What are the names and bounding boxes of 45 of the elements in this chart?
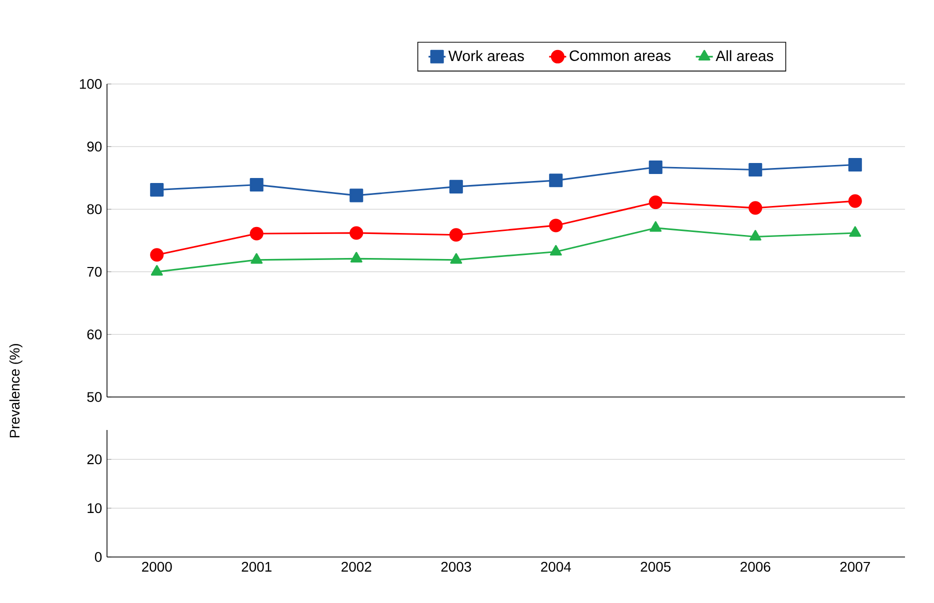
y-tick-label: 70: [87, 266, 102, 277]
point: [648, 160, 662, 174]
legend-label: All areas: [716, 50, 774, 62]
point: [150, 248, 164, 262]
x-tick-label: 2007: [840, 562, 870, 572]
point: [250, 253, 263, 264]
x-tick-label: 2000: [142, 562, 172, 572]
y-tick-label: 80: [87, 204, 102, 214]
point: [150, 183, 164, 197]
x-tick-label: 2006: [740, 562, 770, 572]
x-tick-label: 2002: [342, 562, 372, 572]
point: [549, 174, 563, 188]
point: [350, 226, 364, 240]
point: [648, 196, 662, 210]
point: [449, 180, 463, 194]
point: [650, 221, 662, 232]
point: [550, 244, 562, 256]
y-tick-label: 90: [87, 142, 102, 152]
point: [150, 265, 163, 276]
point: [549, 218, 563, 232]
y-tick-label: 50: [87, 392, 102, 402]
point: [848, 194, 862, 208]
point: [848, 158, 862, 172]
point: [749, 230, 762, 241]
x-tick-label: 2001: [242, 562, 272, 572]
y-tick-label: 10: [88, 503, 102, 514]
point: [748, 162, 762, 177]
x-tick-label: 2003: [441, 562, 472, 572]
point: [849, 226, 862, 237]
y-tick-label: 20: [87, 454, 102, 464]
point: [350, 252, 362, 262]
legend-label: Common areas: [570, 50, 671, 61]
y-axis-title: Prevalence (%): [9, 344, 22, 438]
y-tick-label: 60: [87, 329, 102, 340]
point: [250, 226, 264, 240]
x-tick-label: 2005: [640, 562, 671, 572]
point: [350, 188, 364, 202]
legend-label: Work areas: [448, 50, 524, 62]
x-tick-label: 2004: [541, 562, 571, 572]
point: [748, 201, 762, 215]
point: [250, 178, 264, 192]
point: [450, 253, 462, 264]
y-tick-label: 100: [80, 79, 102, 89]
point: [449, 228, 463, 242]
y-tick-label: 0: [94, 552, 102, 562]
